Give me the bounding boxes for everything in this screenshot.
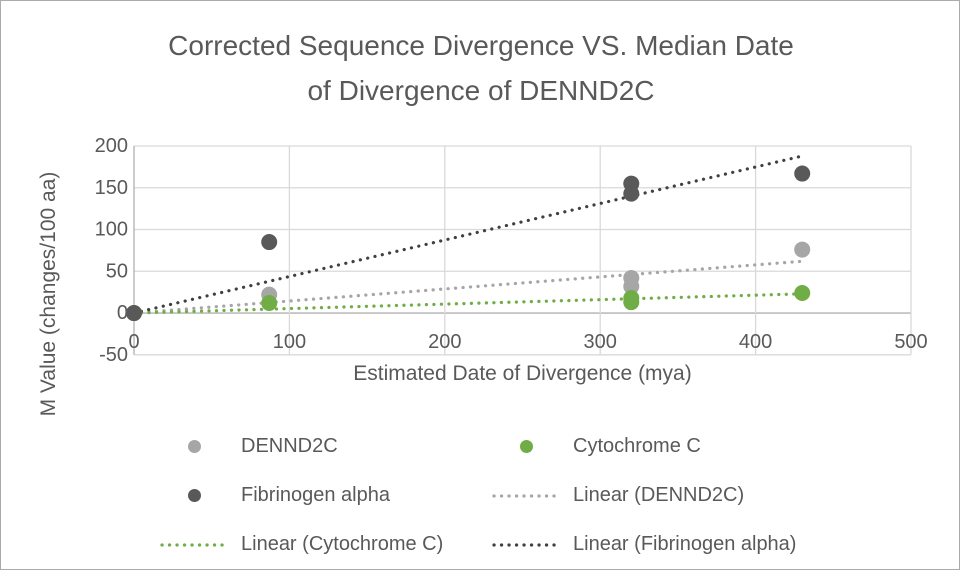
- series-dot-icon: [187, 489, 201, 502]
- data-point: [261, 234, 278, 251]
- y-axis-title: M Value (changes/100 aa): [37, 171, 60, 417]
- chart-title-line1: Corrected Sequence Divergence VS. Median…: [168, 30, 794, 61]
- x-tick-label: 300: [584, 331, 617, 353]
- trendline: [132, 154, 804, 315]
- data-point: [794, 165, 811, 182]
- data-point: [623, 290, 640, 307]
- x-tick-label: 200: [428, 331, 461, 353]
- y-tick-label: 50: [106, 260, 128, 282]
- y-tick-label: 0: [117, 302, 128, 324]
- legend-label: Linear (Fibrinogen alpha): [573, 533, 797, 555]
- chart-legend: DENND2C Cytochrome C Fibrinogen alpha Linea…: [159, 422, 831, 569]
- x-tick-label: 500: [894, 331, 927, 353]
- y-tick-label: 200: [95, 135, 128, 157]
- chart-title: Corrected Sequence Divergence VS. Median…: [1, 23, 959, 113]
- x-tick-label: 400: [739, 331, 772, 353]
- data-point: [794, 241, 811, 258]
- trendline: [132, 292, 804, 315]
- legend-label: DENND2C: [241, 435, 338, 457]
- legend-item: Cytochrome C: [491, 422, 831, 471]
- legend-item: Linear (Cytochrome C): [159, 520, 491, 569]
- legend-dotted-line-marker: [491, 492, 561, 500]
- dotted-line-icon: [492, 493, 560, 498]
- series-dot-icon: [187, 440, 201, 453]
- dotted-line-icon: [492, 542, 560, 547]
- x-axis-title: Estimated Date of Divergence (mya): [353, 362, 692, 385]
- legend-dotted-line-marker: [491, 541, 561, 549]
- dotted-line-icon: [160, 542, 228, 547]
- x-tick-label: 100: [273, 331, 306, 353]
- trendline: [132, 259, 804, 315]
- legend-dot-marker: [491, 440, 561, 453]
- y-tick-label: 150: [95, 177, 128, 199]
- data-point: [126, 305, 142, 322]
- data-point: [623, 175, 640, 192]
- legend-item: Linear (Fibrinogen alpha): [491, 520, 831, 569]
- legend-label: Cytochrome C: [573, 435, 701, 457]
- legend-dot-marker: [159, 440, 229, 453]
- data-point: [623, 269, 640, 286]
- legend-item: Fibrinogen alpha: [159, 471, 491, 520]
- legend-item: Linear (DENND2C): [491, 471, 831, 520]
- legend-label: Linear (DENND2C): [573, 484, 745, 506]
- legend-label: Fibrinogen alpha: [241, 484, 390, 506]
- series-dot-icon: [519, 440, 533, 453]
- legend-item: DENND2C: [159, 422, 491, 471]
- y-tick-label: 100: [95, 219, 128, 241]
- data-point: [794, 284, 811, 301]
- legend-dotted-line-marker: [159, 541, 229, 549]
- chart-title-line2: of Divergence of DENND2C: [307, 75, 655, 106]
- y-tick-label: -50: [99, 344, 128, 366]
- data-point: [261, 295, 278, 312]
- legend-dot-marker: [159, 489, 229, 502]
- legend-label: Linear (Cytochrome C): [241, 533, 444, 555]
- x-tick-label: 0: [128, 331, 139, 353]
